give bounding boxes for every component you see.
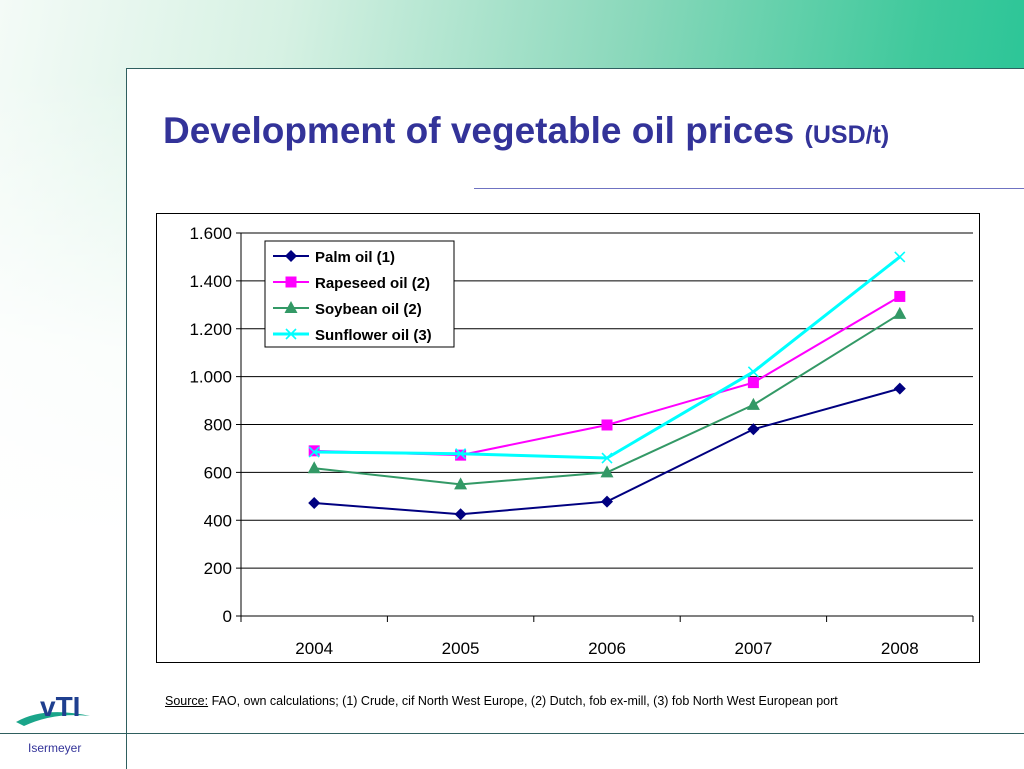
logo-text: vTI: [40, 691, 80, 722]
data-point: [601, 452, 613, 464]
x-tick-label: 2008: [881, 639, 919, 658]
legend-marker: [285, 328, 297, 340]
title-underline: [474, 188, 1024, 189]
x-tick-label: 2005: [442, 639, 480, 658]
legend-label: Palm oil (1): [315, 249, 395, 266]
source-label: Source:: [165, 694, 209, 708]
legend-label: Sunflower oil (3): [315, 327, 432, 344]
y-tick-label: 400: [204, 511, 232, 530]
data-point: [894, 290, 906, 302]
data-point: [454, 508, 467, 521]
data-point: [894, 251, 906, 263]
legend-marker: [284, 301, 298, 313]
slide-title-unit: (USD/t): [804, 121, 890, 149]
data-point: [308, 445, 320, 457]
author-name: Isermeyer: [28, 741, 82, 755]
slide-title: Development of vegetable oil prices (USD…: [163, 110, 889, 152]
data-point: [307, 461, 321, 474]
chart-frame: 0 200 400 600 800 1.000 1.200 1.400 1.600 2004 200…: [156, 213, 980, 663]
data-point: [601, 419, 613, 431]
y-tick-label: 1.400: [189, 272, 232, 291]
logo-swoosh: [16, 712, 90, 726]
data-point: [601, 495, 613, 508]
data-point: [747, 366, 759, 378]
source-text: FAO, own calculations; (1) Crude, cif No…: [208, 694, 838, 708]
price-line-chart: 0 200 400 600 800 1.000 1.200 1.400 1.600 2004 200…: [189, 224, 974, 658]
y-tick-label: 1.200: [189, 320, 232, 339]
x-tick-label: 2006: [588, 639, 626, 658]
data-point: [308, 497, 321, 510]
y-tick-label: 1.000: [189, 368, 232, 387]
legend-label: Rapeseed oil (2): [315, 275, 430, 292]
legend: [264, 240, 455, 348]
series-line-0: [314, 387, 901, 516]
data-point: [747, 377, 759, 389]
data-point: [454, 477, 468, 490]
data-point: [308, 446, 320, 458]
footer-divider: [0, 733, 1024, 734]
y-tick-label: 800: [204, 416, 232, 435]
y-tick-label: 200: [204, 559, 232, 578]
data-point: [455, 448, 467, 460]
data-point: [893, 306, 907, 319]
source-note: Source: FAO, own calculations; (1) Crude…: [165, 694, 838, 708]
legend-marker: [285, 250, 297, 262]
x-tick-label: 2004: [295, 639, 333, 658]
slide-title-text: Development of vegetable oil prices: [163, 110, 795, 151]
data-point: [893, 382, 906, 395]
data-point: [747, 423, 760, 436]
y-tick-label: 1.600: [189, 224, 232, 243]
legend-marker: [285, 276, 297, 288]
data-point: [746, 397, 760, 410]
y-tick-label: 600: [204, 463, 232, 482]
legend-label: Soybean oil (2): [315, 301, 422, 318]
vti-logo: vTI: [16, 691, 90, 726]
data-point: [600, 465, 614, 478]
x-tick-label: 2007: [734, 639, 772, 658]
y-tick-label: 0: [223, 607, 232, 626]
